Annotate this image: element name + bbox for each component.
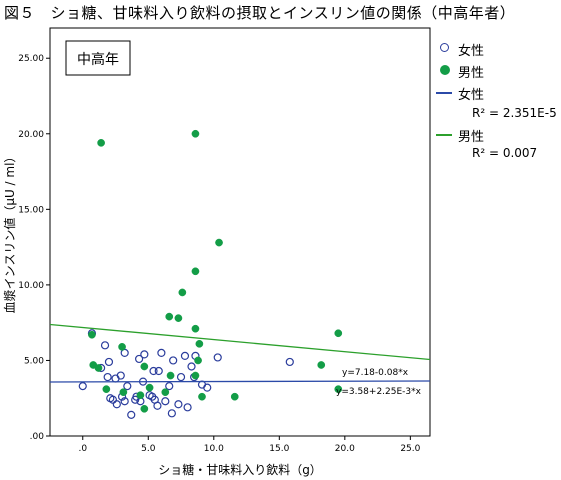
female-point xyxy=(285,357,294,367)
female-point xyxy=(165,382,174,391)
female-point xyxy=(100,341,110,350)
legend-r2-female: R² = 2.351E-5 xyxy=(472,106,557,120)
plot-frame xyxy=(49,27,431,437)
y-tick-label: 20.00 xyxy=(18,130,44,140)
female-point xyxy=(127,410,136,419)
female-point xyxy=(203,383,212,392)
male-fit-line xyxy=(49,323,431,361)
male-point xyxy=(145,383,154,392)
male-point xyxy=(97,138,105,147)
male-point xyxy=(178,288,187,297)
open-circle-icon xyxy=(440,43,449,52)
male-point xyxy=(161,388,170,397)
male-point xyxy=(215,238,223,247)
female-point xyxy=(103,372,112,382)
female-fit-equation: y=3.58+2.25E-3*x xyxy=(336,387,422,397)
male-point xyxy=(174,314,183,322)
female-point xyxy=(180,351,190,361)
male-point xyxy=(334,329,343,338)
female-point xyxy=(149,366,158,376)
y-axis-label: 血漿インスリン値（μU / ml） xyxy=(2,151,17,314)
female-point xyxy=(183,403,192,412)
female-point xyxy=(153,401,162,410)
filled-circle-icon xyxy=(440,65,450,75)
female-point xyxy=(120,397,129,406)
male-point xyxy=(140,404,149,413)
female-point xyxy=(104,357,114,367)
y-tick-label: .00 xyxy=(30,432,45,442)
male-point xyxy=(191,267,200,276)
female-point xyxy=(154,366,163,376)
male-point xyxy=(191,129,200,138)
y-tick-label: 5.00 xyxy=(24,356,44,366)
male-point xyxy=(198,392,206,401)
x-tick-label: 25.0 xyxy=(400,444,420,454)
legend-label-male-line: 男性 xyxy=(458,130,485,145)
x-tick-label: 10.0 xyxy=(204,444,224,454)
panel-label-box xyxy=(65,40,131,76)
male-point xyxy=(140,362,149,371)
legend-label-female: 女性 xyxy=(458,44,485,59)
x-axis-label: ショ糖・甘味料入り飲料（g） xyxy=(158,462,322,477)
male-point xyxy=(195,339,204,348)
y-tick-label: 25.00 xyxy=(18,54,44,64)
legend-label-female-line: 女性 xyxy=(458,88,485,103)
male-point xyxy=(194,356,202,365)
panel-label: 中高年 xyxy=(77,51,119,68)
male-point xyxy=(191,324,200,333)
female-point xyxy=(135,354,144,364)
male-point xyxy=(191,371,200,380)
x-tick-label: .0 xyxy=(78,444,87,454)
male-point xyxy=(166,371,175,380)
male-point xyxy=(118,342,126,351)
figure-title: 図５ ショ糖、甘味料入り飲料の摂取とインスリン値の関係（中高年者） xyxy=(4,4,516,22)
male-fit-equation: y=7.18-0.08*x xyxy=(342,368,409,378)
female-point xyxy=(176,372,186,382)
male-point xyxy=(88,330,96,339)
y-tick-label: 10.00 xyxy=(18,281,44,291)
female-point xyxy=(161,397,170,406)
female-point xyxy=(187,362,196,371)
female-point xyxy=(123,382,132,391)
male-point xyxy=(317,361,326,369)
female-point xyxy=(169,356,178,365)
male-point xyxy=(165,312,174,321)
x-tick-label: 20.0 xyxy=(335,444,355,454)
male-point xyxy=(119,388,128,397)
x-tick-label: 15.0 xyxy=(269,444,289,454)
male-point xyxy=(94,364,103,372)
green-line-icon xyxy=(436,134,452,136)
female-point xyxy=(174,400,183,409)
blue-line-icon xyxy=(436,92,452,94)
female-point xyxy=(213,353,222,362)
female-point xyxy=(116,371,125,380)
legend-r2-male: R² = 0.007 xyxy=(472,146,538,160)
male-point xyxy=(230,392,239,401)
female-point xyxy=(78,382,87,391)
female-point xyxy=(157,348,166,357)
male-point xyxy=(102,385,111,394)
female-fit-line xyxy=(49,380,431,383)
female-point xyxy=(112,400,121,409)
x-tick-label: 5.0 xyxy=(141,444,156,454)
y-tick-label: 15.00 xyxy=(18,205,44,215)
legend-label-male: 男性 xyxy=(458,66,485,81)
male-point xyxy=(334,385,343,394)
female-point xyxy=(167,409,176,418)
female-point xyxy=(111,374,120,383)
female-point xyxy=(140,350,149,359)
male-point xyxy=(136,391,145,400)
